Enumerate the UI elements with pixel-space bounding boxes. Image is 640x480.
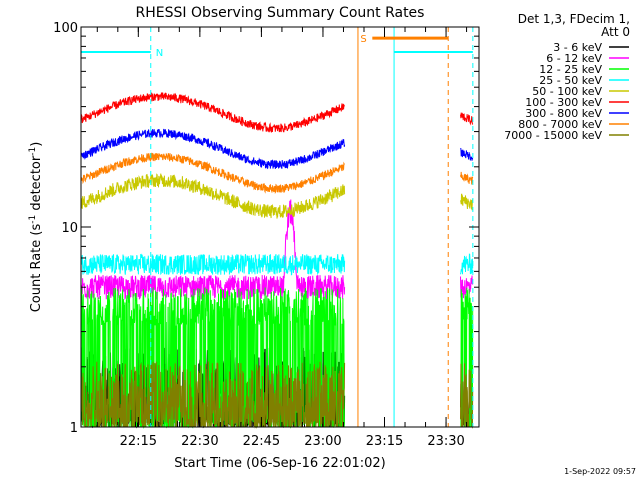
legend-label-800-7000-kev: 800 - 7000 keV <box>518 118 602 131</box>
y-axis-label-sup1: -1 <box>28 215 38 224</box>
x-tick-label: 23:15 <box>366 434 403 449</box>
series-line-300-800-kev <box>80 128 346 170</box>
series-line-50-100-kev <box>80 173 346 219</box>
x-tick-label: 22:15 <box>120 434 157 449</box>
series-line-800-7000-kev <box>80 152 345 195</box>
series-line-25-50-kev <box>80 253 346 276</box>
series-25-50-kev <box>80 253 474 276</box>
data-layer: NS <box>80 27 474 429</box>
y-axis-label-main: Count Rate (s <box>29 224 44 313</box>
legend-label-12-25-kev: 12 - 25 keV <box>539 63 602 76</box>
saa-marker-label: S <box>360 34 366 45</box>
series-line-300-800-kev <box>460 147 474 161</box>
y-tick-label: 100 <box>53 21 78 36</box>
legend-label-100-300-kev: 100 - 300 keV <box>525 96 602 109</box>
series-6-12-kev <box>80 199 474 301</box>
legend-header-line2: Att 0 <box>601 25 630 39</box>
y-axis-label-mid: detector <box>29 155 44 215</box>
series-800-7000-kev <box>80 152 474 195</box>
y-tick-label: 1 <box>70 421 78 436</box>
series-100-300-kev <box>80 92 474 133</box>
series-line-100-300-kev <box>80 92 345 133</box>
series-300-800-kev <box>80 128 474 170</box>
series-line-800-7000-kev <box>460 171 474 185</box>
series-line-100-300-kev <box>460 112 474 126</box>
x-tick-label: 22:45 <box>243 434 280 449</box>
legend-label-7000-15000-kev: 7000 - 15000 keV <box>504 129 602 142</box>
axes: 22:15 22:30 22:45 23:00 23:15 23:30 100 10 1 <box>53 21 479 449</box>
chart-title: RHESSI Observing Summary Count Rates <box>136 5 425 21</box>
legend-label-50-100-kev: 50 - 100 keV <box>532 85 602 98</box>
x-tick-label: 23:30 <box>427 434 464 449</box>
series-50-100-kev <box>80 173 474 219</box>
legend-label-25-50-kev: 25 - 50 keV <box>539 74 602 87</box>
night-marker-label: N <box>156 48 163 59</box>
x-axis-label: Start Time (06-Sep-16 22:01:02) <box>174 456 385 471</box>
series-line-7000-15000-kev <box>80 361 346 429</box>
legend-label-3-6-kev: 3 - 6 keV <box>553 41 602 54</box>
series-line-12-25-kev <box>80 287 345 429</box>
x-tick-label: 22:30 <box>181 434 218 449</box>
y-tick-label: 10 <box>61 221 78 236</box>
series-line-50-100-kev <box>460 193 474 211</box>
series-line-6-12-kev <box>460 275 474 299</box>
legend-label-300-800-kev: 300 - 800 keV <box>525 107 602 120</box>
y-axis-label: Count Rate (s-1 detector-1) <box>28 142 44 313</box>
y-axis-label-end: ) <box>29 142 44 147</box>
series-line-6-12-kev <box>80 199 346 301</box>
y-axis-label-sup2: -1 <box>28 147 38 156</box>
legend-header-line1: Det 1,3, FDecim 1, <box>518 12 630 26</box>
footer-timestamp: 1-Sep-2022 09:57 <box>564 467 636 476</box>
legend-label-6-12-kev: 6 - 12 keV <box>546 52 602 65</box>
series-line-25-50-kev <box>460 253 474 275</box>
x-tick-label: 23:00 <box>304 434 341 449</box>
